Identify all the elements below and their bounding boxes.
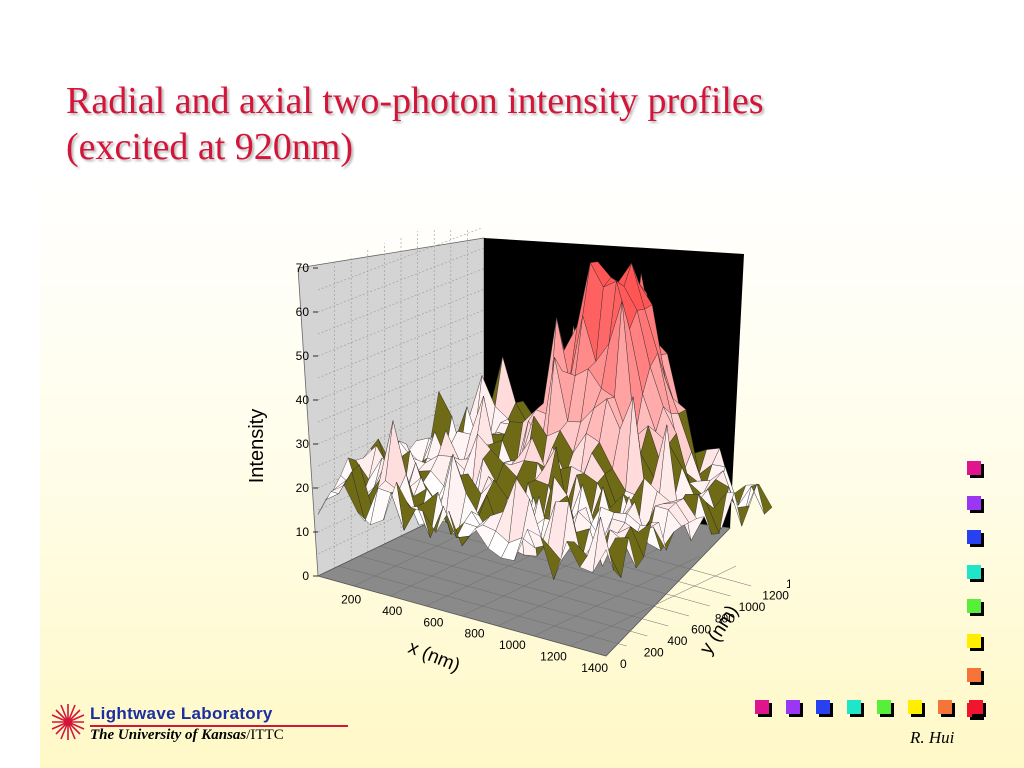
- slide-left-margin: [0, 0, 40, 768]
- y-tick-label: 1000: [739, 600, 766, 614]
- decor-square-vertical: [967, 530, 981, 544]
- decor-square-horizontal: [877, 700, 891, 714]
- z-tick-label: 60: [296, 305, 310, 319]
- z-tick-label: 50: [296, 349, 310, 363]
- x-tick-label: 1000: [499, 638, 526, 652]
- intensity-surface: [317, 261, 773, 581]
- x-tick-label: 200: [341, 592, 361, 606]
- lab-name: Lightwave Laboratory: [90, 704, 273, 723]
- y-tick-label: 800: [715, 611, 735, 625]
- surface-cell: [751, 484, 773, 515]
- x-tick-label: 1200: [540, 650, 567, 664]
- decor-square-vertical: [967, 668, 981, 682]
- decor-square-vertical: [967, 599, 981, 613]
- decor-square-horizontal: [907, 700, 922, 714]
- z-axis-ticks: 0 10 20 30 40 50 60 70: [296, 261, 318, 583]
- y-tick-label: 400: [667, 634, 687, 648]
- decor-square-horizontal: [755, 700, 769, 714]
- y-tick-label: 1200: [762, 588, 789, 602]
- lab-underline: [90, 725, 348, 727]
- floor-grid-line: [421, 525, 710, 607]
- z-tick-label: 20: [296, 481, 310, 495]
- x-tick-label: 800: [465, 627, 485, 641]
- x-tick-label: 1400: [581, 661, 608, 675]
- z-tick-label: 70: [296, 261, 310, 275]
- laser-burst-icon: [51, 704, 85, 740]
- x-axis-label: x (nm): [405, 637, 463, 677]
- decor-square-horizontal: [846, 700, 861, 714]
- lab-logo: Lightwave Laboratory The University of K…: [50, 700, 350, 750]
- decor-square-horizontal: [816, 700, 830, 714]
- slide-title: Radial and axial two-photon intensity pr…: [66, 78, 966, 170]
- decor-square-vertical: [967, 495, 981, 510]
- title-line-2: (excited at 920nm): [66, 126, 354, 168]
- x-axis-ticks: 200 400 600 800 1000 1200 1400: [341, 592, 608, 675]
- x-tick-label: 400: [382, 604, 402, 618]
- surface-cell: [592, 516, 614, 573]
- z-tick-label: 0: [302, 569, 309, 583]
- title-line-1: Radial and axial two-photon intensity pr…: [66, 80, 764, 122]
- university-name: The University of Kansas: [90, 727, 247, 743]
- wall-grid-line: [317, 330, 485, 401]
- y-tick-label: 200: [644, 646, 664, 660]
- decor-square-horizontal: [938, 700, 952, 714]
- decor-square-vertical: [967, 564, 981, 579]
- x-tick-label: 600: [423, 615, 443, 629]
- decor-square-vertical: [967, 633, 981, 648]
- floor-grid-line: [569, 565, 737, 647]
- department-name: /ITTC: [246, 727, 284, 743]
- decor-square-horizontal: [785, 700, 800, 714]
- z-tick-label: 10: [296, 525, 310, 539]
- floor-grid-line: [400, 535, 690, 617]
- author-name: R. Hui: [910, 728, 955, 747]
- y-tick-label: 600: [691, 623, 711, 637]
- y-tick-label: 1400: [786, 577, 790, 591]
- floor-grid-line: [533, 555, 701, 637]
- z-tick-label: 30: [296, 437, 310, 451]
- wall-grid-line: [317, 268, 485, 335]
- lab-affiliation: The University of Kansas/ITTC: [90, 727, 284, 744]
- y-tick-label: 0: [620, 657, 627, 671]
- decor-square-vertical: [967, 461, 981, 475]
- decor-square-horizontal: [968, 700, 983, 714]
- z-axis-label: Intensity: [246, 409, 268, 483]
- z-tick-label: 40: [296, 393, 310, 407]
